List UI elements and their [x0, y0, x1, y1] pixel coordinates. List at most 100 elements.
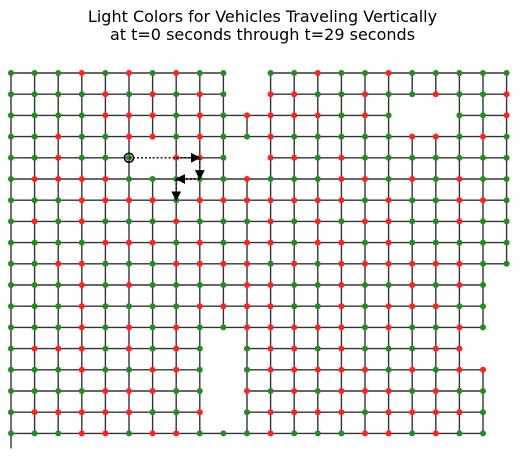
- red-light: [78, 176, 85, 182]
- green-light: [31, 303, 38, 310]
- green-light: [173, 133, 180, 140]
- green-light: [220, 133, 227, 140]
- green-light: [8, 324, 14, 331]
- red-light: [55, 409, 62, 416]
- red-light: [432, 430, 439, 437]
- green-light: [409, 70, 416, 76]
- green-light: [409, 91, 416, 98]
- green-light: [31, 154, 38, 161]
- red-light: [385, 197, 392, 204]
- red-light: [456, 218, 463, 225]
- green-light: [8, 260, 14, 267]
- red-light: [456, 324, 463, 331]
- green-light: [409, 239, 416, 246]
- green-light: [291, 282, 298, 288]
- red-light: [78, 324, 85, 331]
- red-light: [244, 239, 250, 246]
- green-light: [196, 366, 203, 373]
- red-light: [338, 345, 345, 352]
- green-light: [55, 70, 62, 76]
- red-light: [338, 303, 345, 310]
- red-light: [267, 239, 274, 246]
- green-light: [126, 91, 132, 98]
- green-light: [149, 260, 156, 267]
- green-light: [126, 366, 132, 373]
- green-light: [409, 430, 416, 437]
- red-light: [338, 366, 345, 373]
- green-light: [362, 345, 368, 352]
- red-light: [432, 409, 439, 416]
- red-light: [149, 133, 156, 140]
- green-light: [220, 112, 227, 119]
- green-light: [338, 133, 345, 140]
- red-light: [102, 430, 109, 437]
- red-light: [338, 388, 345, 394]
- red-light: [338, 324, 345, 331]
- red-light: [78, 409, 85, 416]
- red-light: [503, 91, 510, 98]
- red-light: [291, 409, 298, 416]
- green-light: [55, 366, 62, 373]
- green-light: [8, 409, 14, 416]
- green-light: [480, 218, 486, 225]
- green-light: [126, 430, 132, 437]
- green-light: [149, 282, 156, 288]
- green-light: [126, 303, 132, 310]
- green-light: [149, 345, 156, 352]
- red-light: [244, 176, 250, 182]
- red-light: [338, 176, 345, 182]
- green-light: [8, 154, 14, 161]
- green-light: [314, 176, 321, 182]
- green-light: [149, 303, 156, 310]
- red-light: [55, 260, 62, 267]
- red-light: [314, 366, 321, 373]
- green-light: [314, 303, 321, 310]
- red-light: [267, 409, 274, 416]
- red-light: [314, 197, 321, 204]
- red-light: [314, 324, 321, 331]
- red-light: [385, 324, 392, 331]
- red-light: [291, 260, 298, 267]
- green-light: [432, 154, 439, 161]
- green-light: [8, 197, 14, 204]
- green-light: [102, 366, 109, 373]
- green-light: [55, 388, 62, 394]
- green-light: [503, 260, 510, 267]
- red-light: [173, 218, 180, 225]
- green-light: [480, 430, 486, 437]
- red-light: [314, 218, 321, 225]
- red-light: [173, 70, 180, 76]
- green-light: [149, 409, 156, 416]
- chart-title: Light Colors for Vehicles Traveling Vert…: [0, 8, 525, 44]
- green-light: [409, 197, 416, 204]
- red-light: [385, 239, 392, 246]
- green-light: [55, 112, 62, 119]
- red-light: [456, 366, 463, 373]
- green-light: [362, 133, 368, 140]
- red-light: [409, 260, 416, 267]
- green-light: [31, 112, 38, 119]
- green-light: [78, 112, 85, 119]
- red-light: [173, 345, 180, 352]
- red-light: [78, 260, 85, 267]
- green-light: [8, 282, 14, 288]
- red-light: [126, 324, 132, 331]
- red-light: [362, 218, 368, 225]
- green-light: [503, 197, 510, 204]
- red-light: [78, 197, 85, 204]
- green-light: [78, 239, 85, 246]
- green-light: [55, 303, 62, 310]
- green-light: [291, 176, 298, 182]
- green-light: [456, 112, 463, 119]
- red-light: [220, 197, 227, 204]
- green-light: [78, 388, 85, 394]
- road-segments: [10, 72, 508, 449]
- red-light: [480, 366, 486, 373]
- red-light: [196, 239, 203, 246]
- green-light: [31, 388, 38, 394]
- green-light: [480, 154, 486, 161]
- red-light: [244, 324, 250, 331]
- green-light: [362, 70, 368, 76]
- red-light: [220, 303, 227, 310]
- red-light: [196, 197, 203, 204]
